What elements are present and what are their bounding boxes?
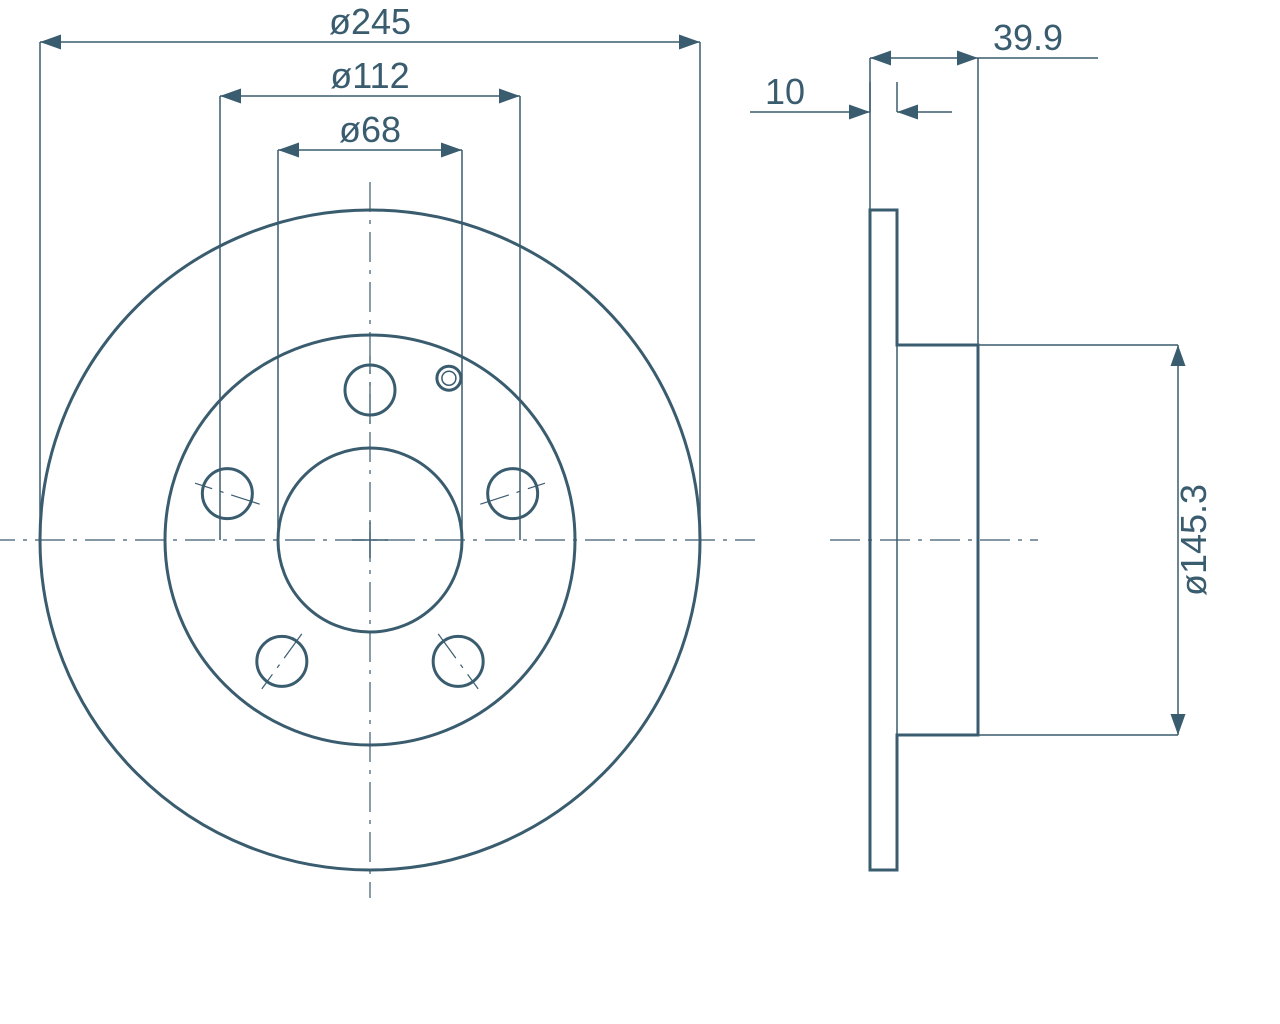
dimensions: ø245 ø112 ø68 39.9 10 ø145.3 xyxy=(40,1,1214,735)
svg-text:10: 10 xyxy=(765,71,805,112)
svg-text:ø112: ø112 xyxy=(330,55,409,96)
front-view xyxy=(0,182,755,898)
svg-text:ø245: ø245 xyxy=(329,1,411,42)
side-view xyxy=(830,210,1038,870)
svg-text:39.9: 39.9 xyxy=(993,17,1063,58)
svg-text:ø145.3: ø145.3 xyxy=(1173,484,1214,596)
svg-text:ø68: ø68 xyxy=(339,109,401,150)
